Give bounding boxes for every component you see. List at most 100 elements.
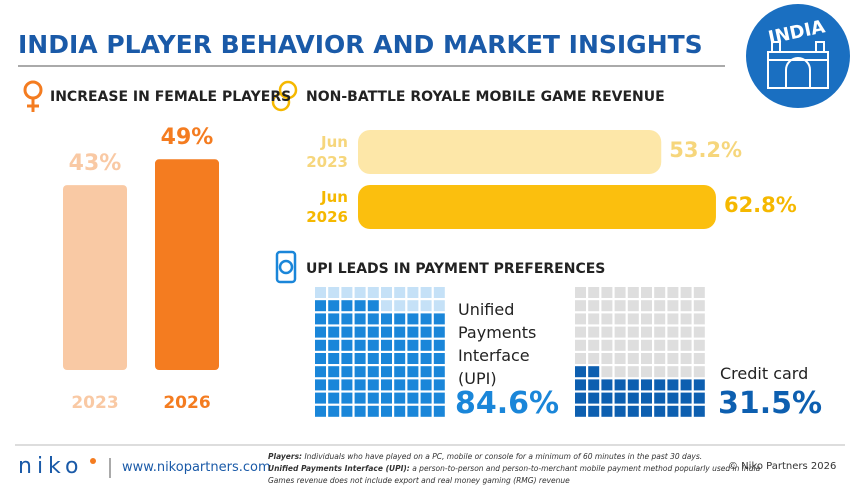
waffle-empty [381,287,392,298]
note-term: Unified Payments Interface (UPI): [268,464,410,473]
waffle-empty [614,366,626,378]
note: Games revenue does not include export an… [268,475,760,487]
waffle-empty [667,300,679,312]
waffle-empty [667,326,679,338]
waffle-cell [420,326,432,338]
waffle-cell [575,366,586,378]
waffle-cell [693,379,705,391]
waffle-empty [614,339,626,351]
waffle-cell [680,379,692,391]
waffle-cell [641,392,652,404]
series-label: Unified Payments Interface (UPI) [458,300,537,388]
waffle-cell [367,405,379,417]
waffle-empty [654,353,666,364]
waffle-empty [667,339,679,351]
section-title: INCREASE IN FEMALE PLAYERS [50,89,292,105]
waffle-empty [407,287,419,298]
waffle-cell [341,300,353,312]
waffle-empty [654,366,666,378]
waffle-empty [420,287,432,298]
waffle-cell [680,392,692,404]
waffle-empty [654,287,666,298]
waffle-cell [407,313,419,325]
waffle-empty [614,313,626,325]
waffle-cell [614,405,626,417]
waffle-empty [693,339,705,351]
waffle-cell [420,405,432,417]
waffle-cell [315,405,326,417]
waffle-cell [354,353,366,364]
waffle-cell [341,353,353,364]
waffle-empty [588,326,600,338]
waffle-empty [654,339,666,351]
waffle-cell [367,300,379,312]
waffle-cell [693,405,705,417]
waffle-cell [367,366,379,378]
waffle-cell [433,379,445,391]
waffle-cell [354,379,366,391]
waffle-empty [680,353,692,364]
waffle-cell [627,405,639,417]
waffle-cell [433,313,445,325]
waffle-cell [407,353,419,364]
phone-icon [275,250,297,284]
waffle-cell [341,405,353,417]
copyright: © Niko Partners 2026 [728,461,837,472]
waffle-cell [381,379,392,391]
waffle-empty [354,287,366,298]
category-label: Jun 2023 [306,133,348,171]
waffle-cell [667,392,679,404]
waffle-cell [354,326,366,338]
waffle-empty [667,287,679,298]
waffle-cell [394,379,406,391]
waffle-cell [588,392,600,404]
waffle-empty [693,353,705,364]
waffle-cell [328,392,340,404]
waffle-empty [588,339,600,351]
waffle-empty [680,300,692,312]
waffle-cell [654,405,666,417]
section-title: UPI LEADS IN PAYMENT PREFERENCES [306,261,606,277]
waffle-cell [341,366,353,378]
waffle-cell [328,339,340,351]
waffle-empty [693,287,705,298]
waffle-cell [341,313,353,325]
waffle-cell [367,379,379,391]
note: Players: Individuals who have played on … [268,451,760,463]
value-label: 84.6% [455,386,560,421]
waffle-empty [680,326,692,338]
waffle-cell [601,392,613,404]
waffle-empty [667,353,679,364]
waffle-cell [407,405,419,417]
waffle-empty [693,300,705,312]
waffle-cell [367,392,379,404]
waffle-cell [420,339,432,351]
waffle-cell [328,379,340,391]
waffle-empty [641,339,652,351]
waffle-cell [341,326,353,338]
waffle-empty [693,313,705,325]
waffle-empty [588,353,600,364]
waffle-empty [407,300,419,312]
waffle-empty [601,313,613,325]
waffle-cell [641,405,652,417]
waffle-empty [667,313,679,325]
waffle-cell [367,353,379,364]
badge [746,4,850,108]
waffle-empty [693,366,705,378]
waffle-empty [588,300,600,312]
category-label: 2026 [163,393,211,413]
waffle-empty [627,313,639,325]
waffle-empty [627,339,639,351]
waffle-empty [575,313,586,325]
waffle-cell [433,405,445,417]
waffle-empty [367,287,379,298]
value-label: 49% [160,125,214,151]
waffle-cell [654,379,666,391]
waffle-empty [654,326,666,338]
waffle-cell [420,366,432,378]
notes: Players: Individuals who have played on … [268,451,760,487]
waffle-cell [641,379,652,391]
waffle-cell [315,313,326,325]
